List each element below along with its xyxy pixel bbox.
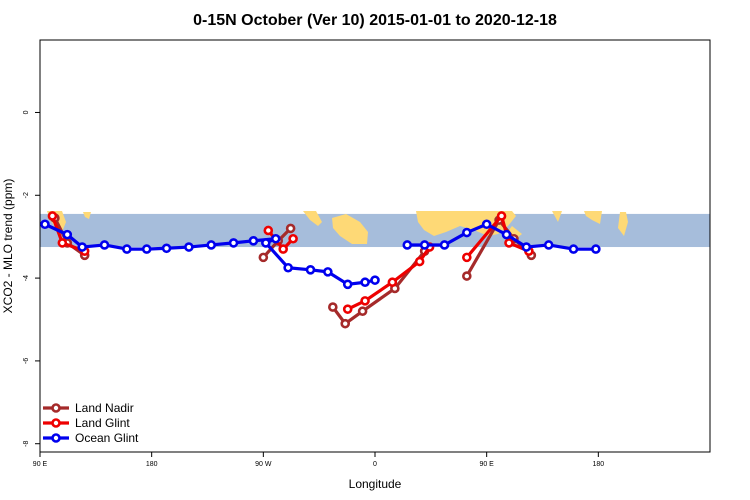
data-point-ocean-glint xyxy=(402,240,413,250)
land-shape-south-america xyxy=(332,214,368,244)
data-point-ocean-glint xyxy=(122,244,132,254)
data-point-ocean-glint xyxy=(323,267,333,277)
x-axis-label: Longitude xyxy=(349,477,402,491)
series-land-glint xyxy=(47,211,534,314)
series-layer xyxy=(40,211,601,329)
data-point-land-glint xyxy=(342,304,353,314)
data-point-ocean-glint xyxy=(261,238,271,248)
data-point-ocean-glint xyxy=(591,244,601,254)
data-point-land-glint xyxy=(360,296,370,306)
data-point-ocean-glint xyxy=(439,240,450,250)
data-point-ocean-glint xyxy=(62,229,73,240)
series-line-land-glint xyxy=(347,246,431,311)
land-shape-philippines xyxy=(618,212,628,236)
data-point-land-glint xyxy=(504,238,514,248)
data-point-ocean-glint xyxy=(360,277,370,288)
y-axis: 0 -2 -4 -6 -8 xyxy=(23,110,40,447)
data-point-land-nadir xyxy=(285,223,296,234)
data-point-land-glint xyxy=(263,225,274,236)
y-tick-label: -8 xyxy=(23,441,30,447)
data-point-land-nadir xyxy=(462,271,472,281)
data-point-land-glint xyxy=(414,256,425,267)
data-point-ocean-glint xyxy=(184,242,194,252)
data-point-ocean-glint xyxy=(283,262,293,273)
x-tick-label: 90 W xyxy=(255,461,272,468)
data-point-ocean-glint xyxy=(77,242,87,252)
legend-item-ocean-glint: Ocean Glint xyxy=(43,431,139,445)
data-point-ocean-glint xyxy=(248,236,259,246)
x-tick-label: 90 E xyxy=(479,461,494,468)
y-tick-label: -6 xyxy=(23,358,30,364)
legend-label: Ocean Glint xyxy=(75,431,139,445)
data-point-land-glint xyxy=(47,211,58,221)
data-point-ocean-glint xyxy=(462,227,472,238)
data-point-ocean-glint xyxy=(99,240,110,250)
x-tick-label: 180 xyxy=(146,461,158,468)
land-shape-india xyxy=(552,211,562,222)
land-shape-se-asia xyxy=(584,211,602,224)
legend-marker xyxy=(51,403,61,413)
x-tick-label: 180 xyxy=(592,461,604,468)
y-tick-label: -4 xyxy=(23,275,30,281)
y-axis-label: XCO2 - MLO trend (ppm) xyxy=(1,179,15,314)
series-line-land-glint xyxy=(465,214,530,259)
data-point-ocean-glint xyxy=(40,219,50,230)
series-ocean-glint xyxy=(40,219,601,290)
data-point-land-glint xyxy=(387,277,398,288)
land-shape-central-america xyxy=(303,211,322,226)
data-point-land-glint xyxy=(278,244,288,254)
x-tick-label: 0 xyxy=(373,461,377,468)
series-line-ocean-glint xyxy=(407,222,596,251)
ocean-band xyxy=(40,213,710,248)
legend-marker xyxy=(51,418,61,428)
legend-item-land-glint: Land Glint xyxy=(43,416,130,430)
data-point-ocean-glint xyxy=(342,279,353,290)
data-point-land-glint xyxy=(462,252,472,263)
legend-label: Land Glint xyxy=(75,416,130,430)
data-point-ocean-glint xyxy=(370,275,380,285)
land-shapes xyxy=(47,211,628,244)
legend-marker xyxy=(51,433,61,443)
data-point-ocean-glint xyxy=(543,240,554,250)
data-point-ocean-glint xyxy=(161,243,172,254)
data-point-ocean-glint xyxy=(501,229,512,240)
data-point-land-glint xyxy=(57,238,68,248)
data-point-ocean-glint xyxy=(305,265,316,275)
x-axis: 90 E 180 90 W 0 90 E 180 xyxy=(33,452,604,468)
data-point-ocean-glint xyxy=(228,238,239,248)
y-tick-label: 0 xyxy=(23,110,30,114)
data-point-ocean-glint xyxy=(270,233,281,244)
data-point-land-nadir xyxy=(340,318,351,329)
data-point-land-glint xyxy=(288,233,298,244)
data-point-land-nadir xyxy=(328,302,338,312)
background-map-band xyxy=(40,211,710,248)
data-point-land-nadir xyxy=(258,252,269,263)
legend-label: Land Nadir xyxy=(75,401,134,415)
data-point-ocean-glint xyxy=(419,240,430,250)
data-point-land-glint xyxy=(496,211,507,221)
legend-item-land-nadir: Land Nadir xyxy=(43,401,134,415)
data-point-ocean-glint xyxy=(521,242,532,252)
data-point-land-nadir xyxy=(357,306,368,317)
data-point-ocean-glint xyxy=(481,219,492,230)
chart-title: 0-15N October (Ver 10) 2015-01-01 to 202… xyxy=(193,12,557,29)
y-tick-label: -2 xyxy=(23,192,30,198)
data-point-ocean-glint xyxy=(568,244,579,254)
land-shape-islands-left xyxy=(83,212,91,219)
x-tick-label: 90 E xyxy=(33,461,48,468)
data-point-ocean-glint xyxy=(141,244,152,254)
data-point-ocean-glint xyxy=(206,240,217,250)
